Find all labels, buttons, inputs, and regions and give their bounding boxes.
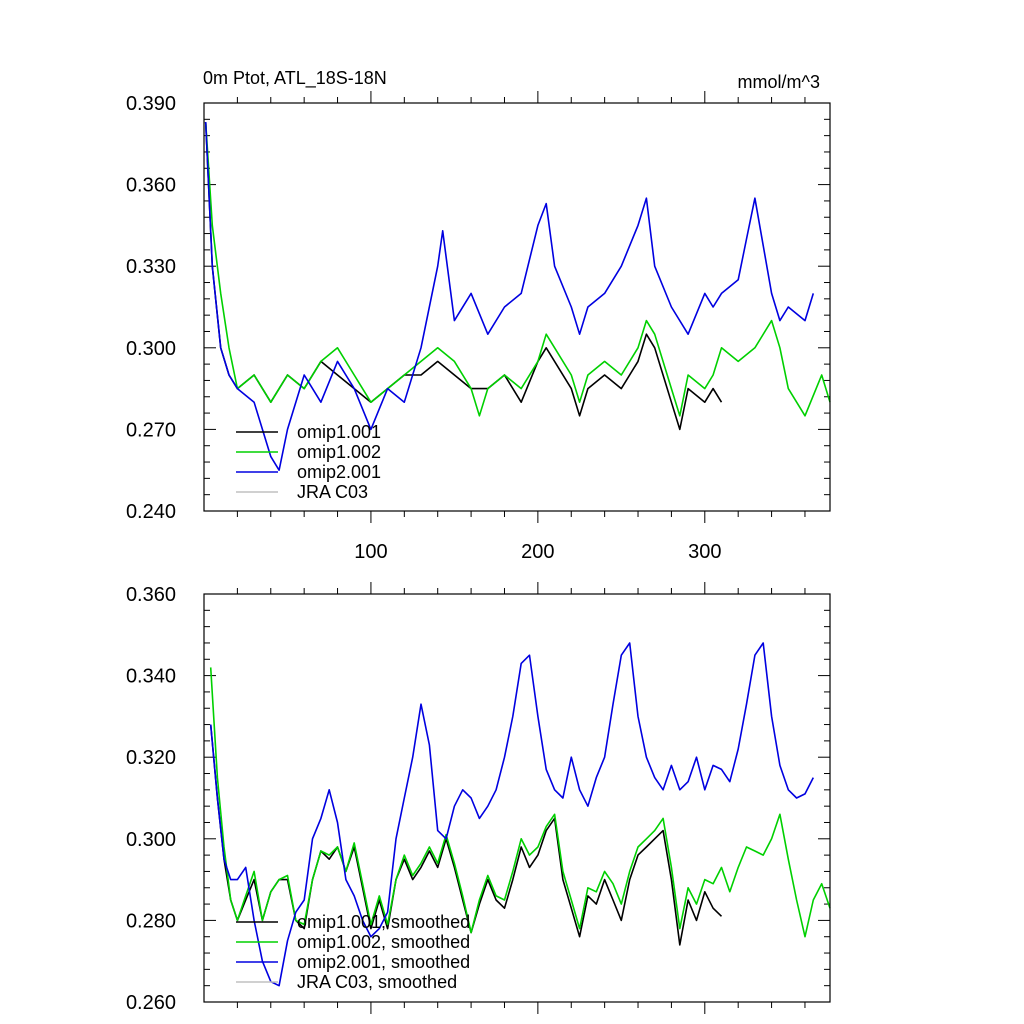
series-line-1 bbox=[209, 667, 831, 938]
legend-label: omip2.001, smoothed bbox=[297, 952, 470, 972]
plot-frame bbox=[203, 102, 831, 512]
panel-title-left: 0m Ptot, ATL_18S-18N bbox=[203, 68, 387, 89]
series-line-2 bbox=[209, 642, 815, 987]
y-tick-label: 0.390 bbox=[126, 93, 176, 115]
bottom-panel: 0.260 0.280 0.300 0.320 0.340 0.360 omip1.001… bbox=[126, 582, 831, 1014]
top-panel: 0m Ptot, ATL_18S-18N mmol/m^3 0.240 0.270… bbox=[126, 68, 831, 563]
y-tick-label: 0.300 bbox=[126, 338, 176, 360]
top-ticks: 0.240 0.270 0.300 0.330 0.360 0.390 100 200 300 bbox=[126, 91, 830, 563]
legend-label: JRA C03 bbox=[297, 482, 368, 502]
bottom-series bbox=[209, 642, 831, 987]
y-tick-label: 0.240 bbox=[126, 501, 176, 523]
plot-frame bbox=[203, 593, 831, 1003]
y-tick-label: 0.360 bbox=[126, 584, 176, 606]
top-series bbox=[204, 121, 831, 472]
x-tick-label: 100 bbox=[354, 541, 387, 563]
legend-label: omip1.001, smoothed bbox=[297, 912, 470, 932]
y-tick-label: 0.330 bbox=[126, 256, 176, 278]
x-tick-label: 300 bbox=[688, 541, 721, 563]
y-tick-label: 0.300 bbox=[126, 829, 176, 851]
panel-title-right: mmol/m^3 bbox=[738, 72, 820, 92]
legend-label: omip1.002, smoothed bbox=[297, 932, 470, 952]
series-line-1 bbox=[204, 121, 831, 417]
x-tick-label: 200 bbox=[521, 541, 554, 563]
legend-label: omip2.001 bbox=[297, 462, 381, 482]
y-tick-label: 0.320 bbox=[126, 747, 176, 769]
y-tick-label: 0.360 bbox=[126, 175, 176, 197]
legend-label: omip1.001 bbox=[297, 422, 381, 442]
bottom-ticks: 0.260 0.280 0.300 0.320 0.340 0.360 bbox=[126, 582, 830, 1014]
y-tick-label: 0.270 bbox=[126, 419, 176, 441]
y-tick-label: 0.260 bbox=[126, 992, 176, 1014]
y-tick-label: 0.340 bbox=[126, 666, 176, 688]
series-line-2 bbox=[204, 121, 815, 472]
legend-label: omip1.002 bbox=[297, 442, 381, 462]
y-tick-label: 0.280 bbox=[126, 910, 176, 932]
legend-label: JRA C03, smoothed bbox=[297, 972, 457, 992]
